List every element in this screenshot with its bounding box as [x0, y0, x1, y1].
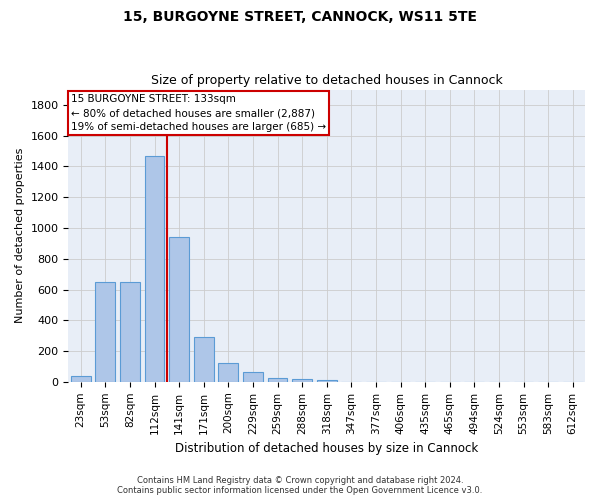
Bar	[317, 380, 337, 382]
Y-axis label: Number of detached properties: Number of detached properties	[15, 148, 25, 324]
X-axis label: Distribution of detached houses by size in Cannock: Distribution of detached houses by size …	[175, 442, 478, 455]
Bar	[169, 237, 189, 382]
Bar	[218, 362, 238, 382]
Bar	[194, 337, 214, 382]
Bar	[71, 376, 91, 382]
Bar	[243, 372, 263, 382]
Bar	[292, 378, 312, 382]
Text: 15, BURGOYNE STREET, CANNOCK, WS11 5TE: 15, BURGOYNE STREET, CANNOCK, WS11 5TE	[123, 10, 477, 24]
Bar	[145, 156, 164, 382]
Bar	[268, 378, 287, 382]
Title: Size of property relative to detached houses in Cannock: Size of property relative to detached ho…	[151, 74, 503, 87]
Text: Contains HM Land Registry data © Crown copyright and database right 2024.
Contai: Contains HM Land Registry data © Crown c…	[118, 476, 482, 495]
Bar	[120, 282, 140, 382]
Bar	[95, 282, 115, 382]
Text: 15 BURGOYNE STREET: 133sqm
← 80% of detached houses are smaller (2,887)
19% of s: 15 BURGOYNE STREET: 133sqm ← 80% of deta…	[71, 94, 326, 132]
